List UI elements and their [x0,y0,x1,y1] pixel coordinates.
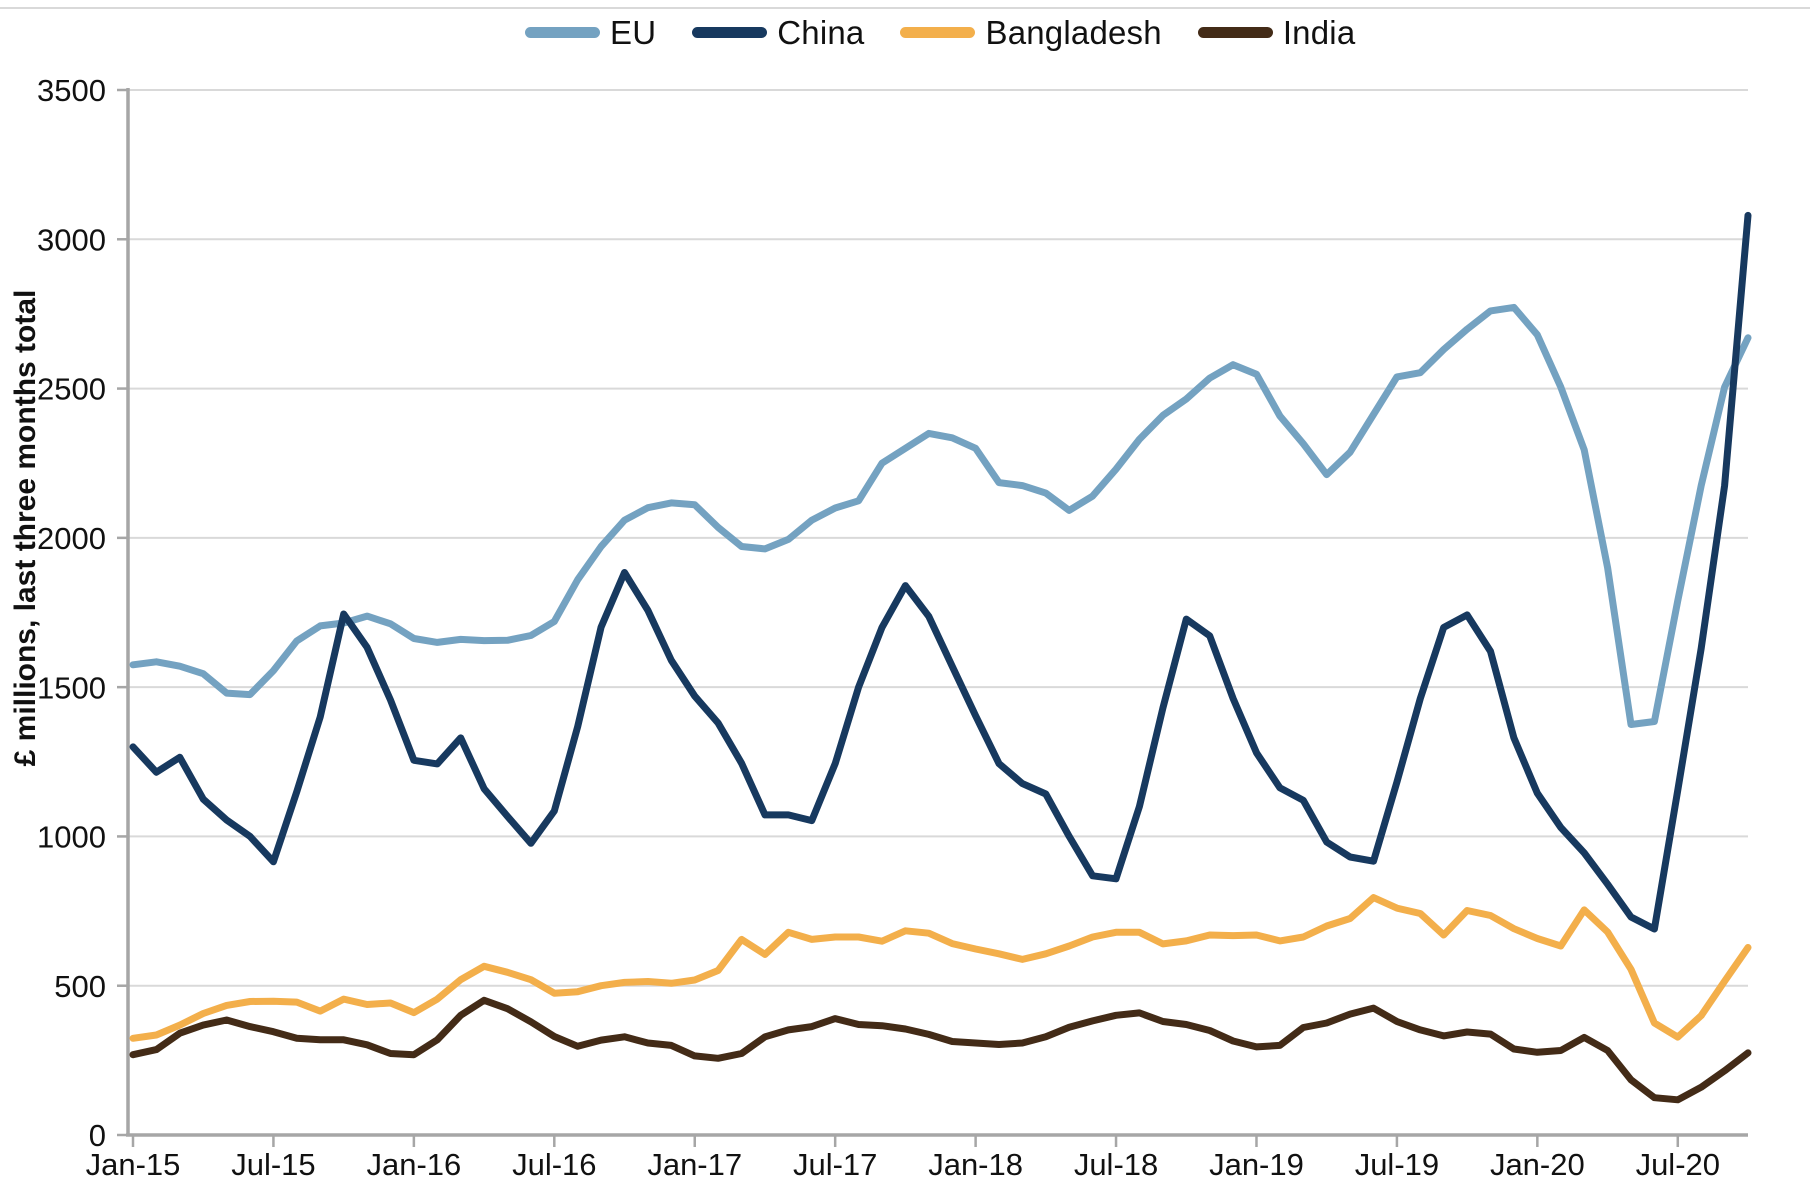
series-line-eu [129,303,1752,728]
x-tick-label-Jul-16: Jul-16 [512,1147,596,1182]
legend-label-eu: EU [610,14,657,51]
x-tick-label-Jan-16: Jan-16 [366,1147,461,1182]
legend-swatch-eu-icon [525,27,600,38]
y-tick-label-2000: 2000 [37,521,106,556]
x-tick-label-Jan-18: Jan-18 [928,1147,1023,1182]
y-tick-label-1500: 1500 [37,670,106,705]
y-tick-label-2500: 2500 [37,372,106,407]
x-tick-label-Jan-20: Jan-20 [1490,1147,1585,1182]
x-tick-label-Jul-18: Jul-18 [1074,1147,1158,1182]
legend-label-china: China [777,14,865,51]
x-tick-label-Jan-15: Jan-15 [86,1147,181,1182]
legend-swatch-india-icon [1197,27,1273,38]
series-line-bangladesh [129,894,1752,1042]
legend-item-bangladesh: Bangladesh [900,14,1162,51]
legend-item-india: India [1197,14,1356,51]
y-tick-label-500: 500 [54,969,106,1004]
legend-label-bangladesh: Bangladesh [985,14,1162,51]
legend-swatch-bangladesh-icon [900,27,976,38]
legend: EU China Bangladesh India [525,16,1355,49]
x-tick-label-Jul-17: Jul-17 [793,1147,877,1182]
x-tick-label-Jan-19: Jan-19 [1209,1147,1304,1182]
legend-swatch-china-icon [692,27,768,38]
x-tick-label-Jul-20: Jul-20 [1636,1147,1720,1182]
chart-top-border [0,7,1810,9]
x-tick-label-Jul-15: Jul-15 [231,1147,315,1182]
series-line-china [129,211,1752,933]
x-tick-label-Jul-19: Jul-19 [1355,1147,1439,1182]
legend-item-china: China [692,16,864,49]
y-tick-label-1000: 1000 [37,820,106,855]
legend-item-eu: EU [525,16,656,49]
y-tick-label-3000: 3000 [37,222,106,257]
y-tick-label-0: 0 [89,1118,106,1153]
series-line-india [129,996,1752,1104]
x-tick-label-Jan-17: Jan-17 [647,1147,742,1182]
y-tick-label-3500: 3500 [37,73,106,108]
legend-label-india: India [1282,14,1356,51]
